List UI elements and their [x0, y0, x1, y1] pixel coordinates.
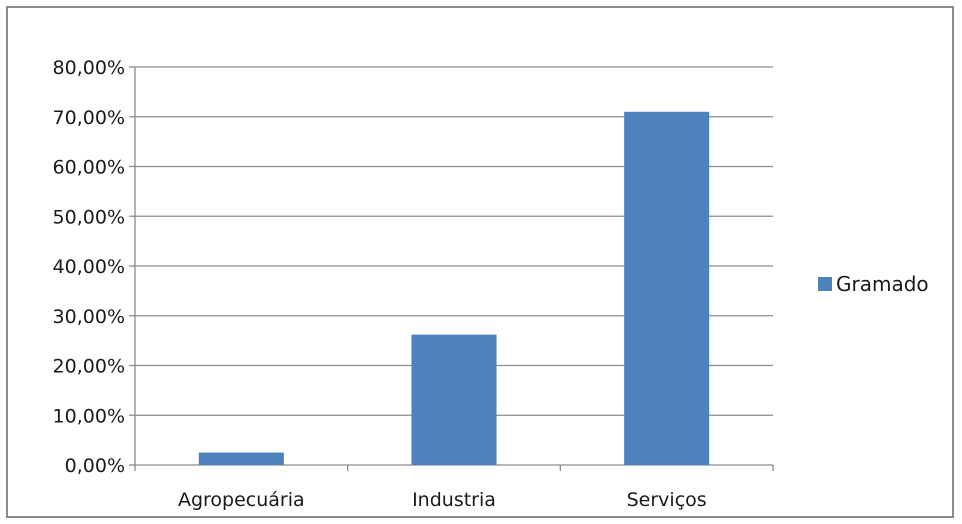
y-tick-label: 80,00%: [53, 57, 125, 79]
x-tick-labels: Agropecuária Industria Serviços: [178, 489, 707, 511]
y-tick-label: 20,00%: [53, 356, 125, 378]
bar-agropecuaria: [198, 452, 284, 465]
y-tick-labels: 0,00% 10,00% 20,00% 30,00% 40,00% 50,00% 60,00…: [53, 57, 125, 477]
y-tick-label: 50,00%: [53, 206, 125, 228]
y-tick-label: 60,00%: [53, 157, 125, 179]
bar-industria: [411, 334, 497, 465]
y-tick-label: 40,00%: [53, 256, 125, 278]
x-tick-label: Agropecuária: [178, 489, 305, 511]
y-tick-label: 0,00%: [65, 455, 125, 477]
legend: Gramado: [818, 272, 929, 296]
x-tick-label: Industria: [412, 489, 496, 511]
bar-servicos: [624, 111, 710, 466]
bars: [198, 111, 710, 466]
x-tick-label: Serviços: [627, 489, 707, 511]
legend-swatch-gramado: [818, 277, 832, 291]
legend-label-gramado: Gramado: [836, 272, 929, 296]
y-tick-label: 10,00%: [53, 405, 125, 427]
y-tick-label: 70,00%: [53, 107, 125, 129]
y-tick-label: 30,00%: [53, 306, 125, 328]
